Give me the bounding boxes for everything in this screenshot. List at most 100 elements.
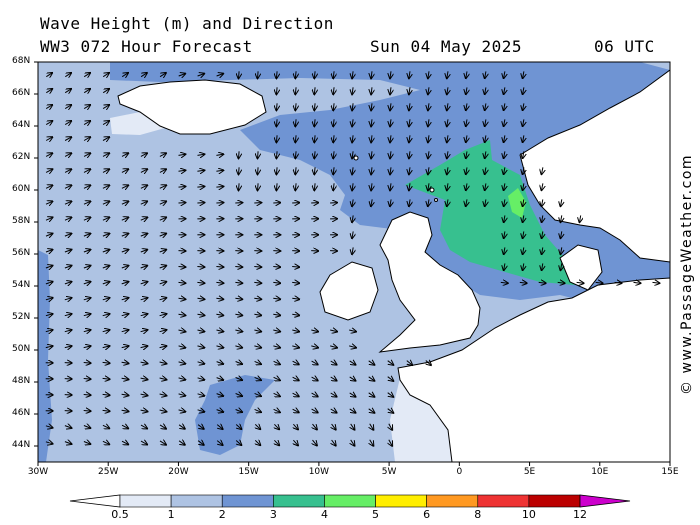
direction-arrow: [333, 87, 334, 94]
colorbar-end-high: [579, 494, 631, 508]
direction-arrow: [64, 185, 71, 188]
direction-arrow: [504, 247, 505, 254]
lat-label: 44N: [12, 440, 31, 450]
direction-arrow: [258, 183, 259, 190]
direction-arrow: [349, 346, 356, 348]
direction-arrow: [64, 282, 72, 284]
direction-arrow: [102, 362, 110, 363]
direction-arrow: [102, 441, 109, 444]
direction-arrow: [561, 231, 562, 238]
direction-arrow: [295, 135, 296, 142]
direction-arrow: [197, 170, 204, 171]
direction-arrow: [45, 201, 52, 204]
direction-arrow: [273, 377, 280, 380]
direction-arrow: [523, 247, 524, 254]
direction-arrow: [102, 137, 109, 140]
direction-arrow: [293, 424, 298, 429]
iceland: [117, 79, 267, 135]
direction-arrow: [352, 119, 353, 126]
direction-arrow: [447, 71, 448, 78]
colorbar-end-low: [69, 494, 121, 508]
direction-arrow: [83, 250, 91, 252]
direction-arrow: [371, 119, 372, 126]
direction-arrow: [236, 441, 241, 446]
direction-arrow: [121, 185, 128, 188]
direction-arrow: [333, 135, 334, 142]
direction-arrow: [121, 441, 128, 444]
direction-arrow: [64, 266, 72, 268]
direction-arrow: [390, 87, 391, 94]
direction-arrow: [121, 378, 129, 379]
direction-arrow: [83, 298, 91, 300]
direction-arrow: [140, 234, 148, 237]
direction-arrow: [235, 267, 242, 268]
direction-arrow: [216, 154, 223, 155]
direction-arrow: [311, 377, 318, 380]
direction-arrow: [389, 439, 392, 446]
direction-arrow: [333, 183, 334, 190]
direction-arrow: [447, 103, 448, 110]
direction-arrow: [159, 378, 167, 380]
direction-arrow: [45, 153, 52, 156]
direction-arrow: [523, 167, 524, 174]
direction-arrow: [368, 361, 375, 365]
direction-arrow: [258, 151, 259, 158]
lat-label: 50N: [12, 344, 31, 354]
direction-arrow: [292, 377, 299, 380]
direction-arrow: [314, 71, 315, 78]
direction-arrow: [542, 231, 543, 238]
lon-label: 30W: [27, 467, 49, 477]
direction-arrow: [368, 377, 375, 381]
direction-arrow: [314, 119, 315, 126]
direction-arrow: [276, 119, 277, 126]
direction-arrow: [352, 167, 353, 174]
direction-arrow: [292, 282, 299, 283]
direction-arrow: [45, 314, 53, 316]
direction-arrow: [216, 410, 224, 412]
direction-arrow: [83, 379, 91, 380]
direction-arrow: [159, 441, 166, 445]
direction-arrow: [428, 135, 429, 142]
direction-arrow: [349, 393, 356, 397]
direction-arrow: [466, 167, 467, 174]
direction-arrow: [466, 119, 467, 126]
sea-band-3-4m: [405, 140, 580, 285]
direction-arrow: [140, 425, 147, 428]
sea-band-2-3m-biscay: [195, 375, 275, 455]
direction-arrow: [216, 346, 224, 348]
direction-arrow: [64, 169, 71, 172]
direction-arrow: [102, 394, 110, 395]
direction-arrow: [580, 215, 581, 222]
direction-arrow: [390, 119, 391, 126]
direction-arrow: [216, 314, 223, 315]
direction-arrow: [83, 234, 91, 237]
direction-arrow: [447, 183, 448, 190]
lat-label: 64N: [12, 120, 31, 130]
direction-arrow: [64, 137, 71, 140]
direction-arrow: [83, 89, 90, 93]
colorbar-tick-label: 8: [474, 508, 482, 521]
direction-arrow: [102, 153, 109, 156]
direction-arrow: [332, 439, 336, 446]
direction-arrow: [466, 199, 467, 206]
direction-arrow: [254, 267, 261, 268]
direction-arrow: [140, 185, 147, 188]
direction-arrow: [485, 87, 486, 94]
direction-arrow: [64, 330, 72, 332]
direction-arrow: [273, 393, 280, 396]
direction-arrow: [140, 330, 148, 332]
direction-arrow: [314, 167, 315, 174]
direction-arrow: [311, 330, 318, 332]
direction-arrow: [428, 151, 429, 158]
colorbar-tick-label: 12: [573, 508, 587, 521]
direction-arrow: [538, 282, 546, 283]
direction-arrow: [409, 119, 410, 126]
direction-arrow: [159, 298, 167, 300]
direction-arrow: [102, 234, 110, 237]
colorbar-segment: [426, 494, 479, 508]
direction-arrow: [276, 71, 277, 78]
direction-arrow: [140, 346, 148, 348]
direction-arrow: [140, 410, 148, 411]
credit-text: © www.PassageWeather.com: [679, 153, 695, 395]
lat-label: 54N: [12, 280, 31, 290]
